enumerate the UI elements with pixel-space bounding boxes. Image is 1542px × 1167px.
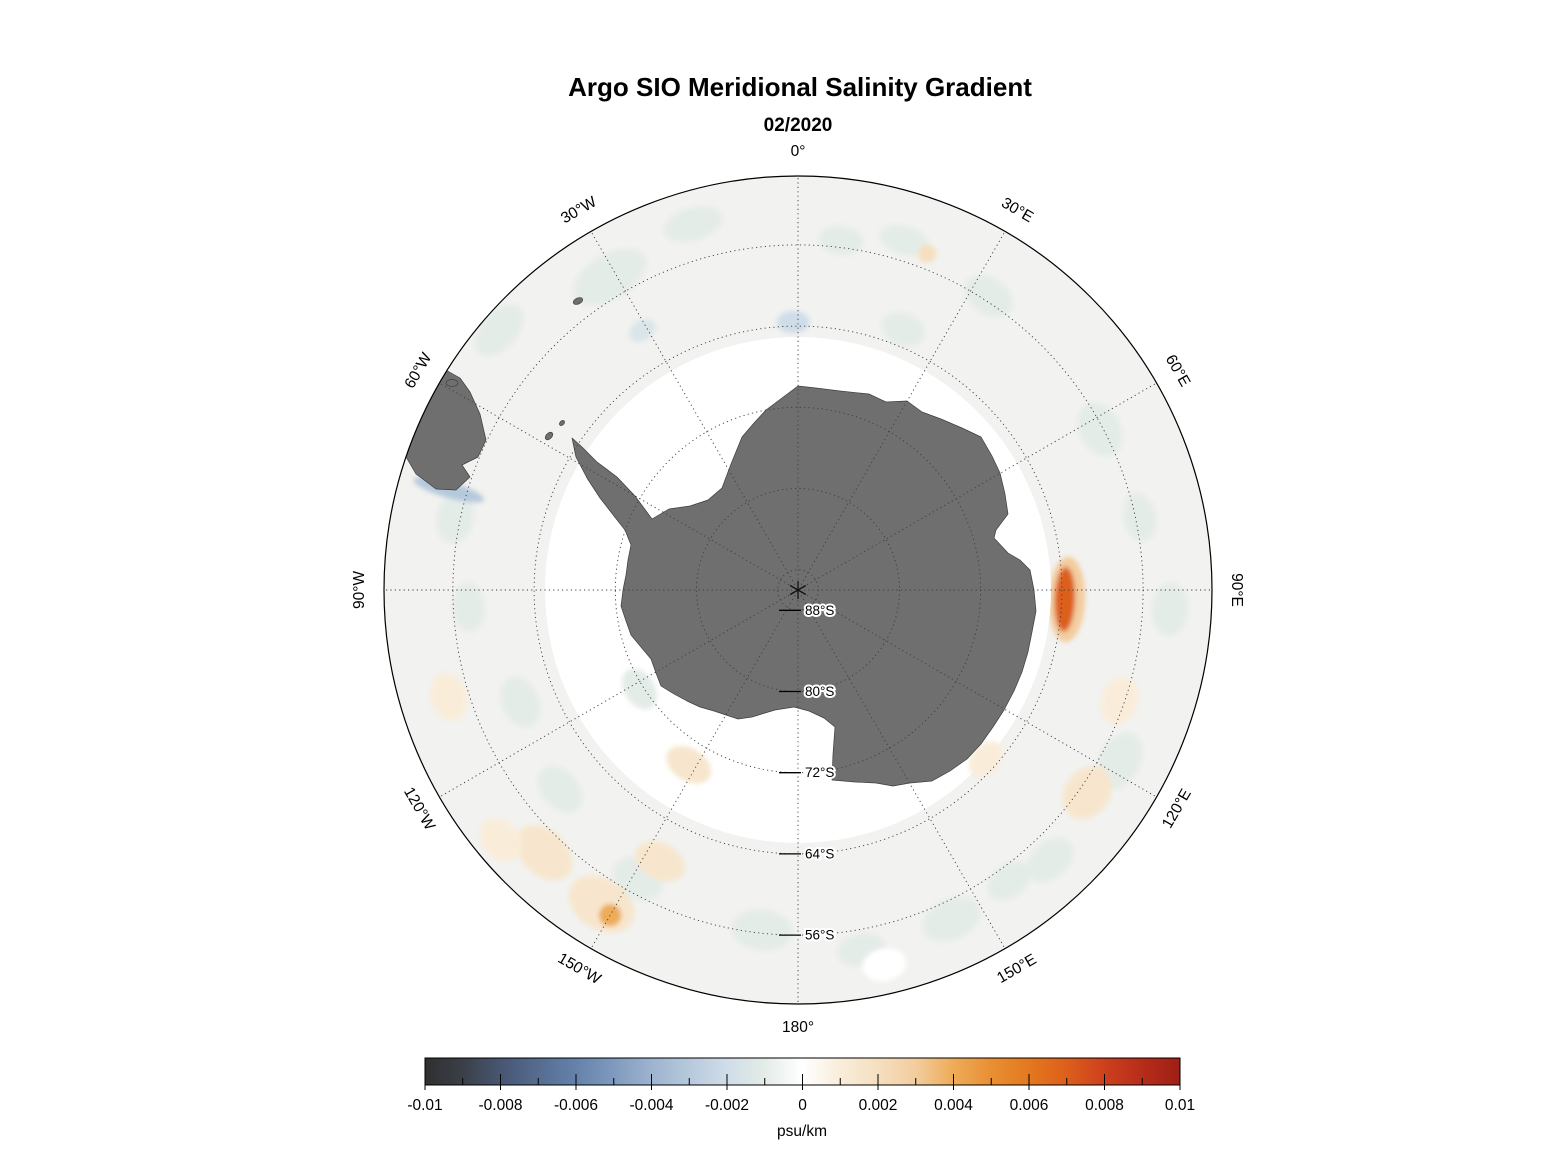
anomaly-patch: [881, 312, 925, 347]
anomaly-patch: [666, 745, 712, 784]
anomaly-patch: [1027, 837, 1073, 883]
anomaly-patch: [964, 275, 1013, 318]
anomaly-patch: [922, 896, 981, 942]
meridian-line: [439, 382, 794, 588]
anomaly-patch: [1122, 493, 1157, 542]
anomaly-patch: [573, 248, 647, 306]
colorbar-tick-label: 0.006: [1010, 1097, 1049, 1114]
longitude-label: 150°E: [994, 951, 1039, 987]
latitude-label: 88°S: [805, 603, 834, 618]
latitude-labels: 88°S 80°S 72°S 64°S 56°S: [779, 601, 836, 945]
meridian-line: [590, 231, 796, 586]
anomaly-patch: [818, 226, 864, 255]
colorbar-tick-label: -0.008: [479, 1097, 523, 1114]
latitude-label: 80°S: [805, 684, 834, 699]
latitude-label: 72°S: [805, 765, 834, 780]
colorbar-tick-labels: -0.01 -0.008 -0.006 -0.004 -0.002 0 0.002 0.004…: [407, 1097, 1195, 1114]
anomaly-patch: [538, 766, 583, 813]
anomaly-patch: [968, 741, 1004, 777]
anomaly-patch: [436, 491, 475, 544]
colorbar-tick-label: 0: [798, 1097, 807, 1114]
anomaly-patch: [731, 909, 793, 951]
anomaly-patches-inner: [622, 668, 1004, 784]
colorbar-tick-label: -0.006: [554, 1097, 598, 1114]
longitude-label: 30°E: [998, 195, 1036, 227]
anomaly-patch: [1151, 583, 1189, 636]
anomaly-patch: [862, 948, 907, 982]
anomaly-patch: [452, 582, 485, 632]
anomaly-patch: [917, 244, 937, 263]
latitude-label: 56°S: [805, 928, 834, 943]
anomaly-patch: [777, 310, 810, 334]
pole-marker-icon: [789, 581, 807, 599]
colorbar-tick-label: 0.004: [934, 1097, 973, 1114]
anomaly-patch: [628, 319, 656, 343]
island: [445, 379, 459, 387]
longitude-label: 150°W: [555, 950, 604, 988]
meridian-line: [439, 592, 794, 798]
colorbar-tick-label: 0.002: [859, 1097, 898, 1114]
anomaly-patch: [1100, 676, 1139, 725]
anomaly-patch: [880, 225, 930, 257]
longitude-label: 90°E: [1228, 573, 1245, 607]
anomaly-patch: [987, 861, 1032, 901]
latitude-label: 64°S: [805, 846, 834, 861]
colorbar-tick-label: -0.01: [407, 1097, 442, 1114]
anomaly-patch: [516, 825, 573, 881]
island: [572, 297, 584, 305]
anomaly-patch: [622, 668, 658, 710]
longitude-label: 120°W: [400, 784, 438, 833]
page-subtitle: 02/2020: [764, 115, 833, 136]
longitude-label: 0°: [791, 143, 806, 160]
anomaly-patch: [599, 904, 622, 927]
colorbar-tick-label: -0.004: [630, 1097, 674, 1114]
anomaly-patch: [429, 672, 468, 721]
longitude-label: 90°W: [351, 571, 368, 609]
longitude-label: 180°: [782, 1019, 814, 1036]
anomaly-patch: [1062, 766, 1112, 820]
colorbar-ticks: [424, 1074, 1181, 1090]
anomaly-patch: [1077, 402, 1123, 457]
longitude-label: 60°W: [401, 350, 435, 392]
meridian-line: [800, 231, 1006, 586]
longitude-label: 120°E: [1159, 786, 1195, 831]
anomaly-patch: [1054, 566, 1076, 632]
anomaly-patch: [500, 676, 541, 728]
longitude-label: 60°E: [1162, 352, 1194, 390]
colorbar-tick-label: -0.002: [705, 1097, 749, 1114]
page-title: Argo SIO Meridional Salinity Gradient: [568, 72, 1032, 102]
meridian-line: [802, 592, 1157, 798]
colorbar-tick-label: 0.01: [1165, 1097, 1195, 1114]
island: [544, 431, 554, 441]
longitude-label: 30°W: [558, 193, 600, 227]
island: [559, 420, 565, 426]
colorbar-tick-label: 0.008: [1085, 1097, 1124, 1114]
anomaly-patch: [479, 817, 522, 862]
meridian-line: [802, 382, 1157, 588]
anomaly-patch: [663, 206, 723, 242]
map-border-circle: [383, 175, 1213, 1005]
colorbar-unit-label: psu/km: [777, 1123, 827, 1140]
colorbar: -0.01 -0.008 -0.006 -0.004 -0.002 0 0.002 0.004…: [407, 1057, 1195, 1140]
